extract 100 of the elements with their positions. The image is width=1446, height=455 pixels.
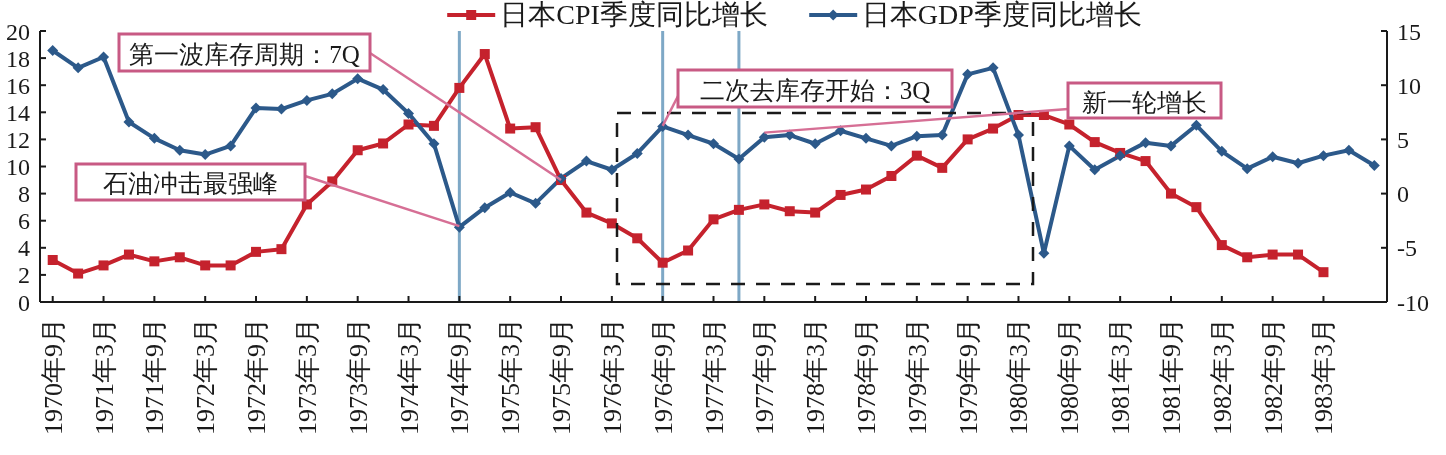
- point: [1114, 150, 1126, 162]
- point: [1267, 249, 1278, 260]
- point: [326, 88, 338, 100]
- point: [1064, 119, 1075, 130]
- point: [1190, 119, 1202, 131]
- x-tick-label: 1972年3月: [190, 318, 220, 435]
- point: [988, 123, 999, 134]
- point: [505, 123, 516, 134]
- point: [200, 260, 211, 271]
- x-tick-label: 1971年9月: [139, 318, 169, 435]
- point: [225, 260, 236, 271]
- x-tick-label: 1976年3月: [597, 318, 627, 435]
- point: [276, 244, 287, 255]
- x-tick-label: 1974年9月: [444, 318, 474, 435]
- point: [886, 170, 897, 181]
- x-tick-label: 1979年3月: [902, 318, 932, 435]
- y-tick-label: 8: [18, 181, 30, 208]
- point: [937, 162, 948, 173]
- y-tick-label: 14: [6, 99, 30, 126]
- annotation: 石油冲击最强峰: [103, 169, 278, 197]
- point: [454, 82, 465, 93]
- point: [403, 119, 414, 130]
- point: [225, 140, 237, 152]
- point: [733, 153, 745, 165]
- x-tick-label: 1977年9月: [749, 318, 779, 435]
- y-tick-label: 2: [18, 262, 30, 289]
- point: [860, 132, 872, 144]
- point: [1216, 145, 1228, 157]
- annotation: 新一轮增长: [1082, 88, 1207, 115]
- point: [428, 120, 439, 131]
- point: [1317, 150, 1329, 162]
- x-tick-label: 1978年9月: [851, 318, 881, 435]
- point: [428, 138, 440, 150]
- point: [1343, 144, 1355, 156]
- point: [98, 260, 109, 271]
- x-tick-label: 1977年3月: [699, 318, 728, 435]
- point: [581, 207, 592, 218]
- point: [1089, 164, 1101, 176]
- point: [1089, 137, 1100, 148]
- point: [809, 138, 821, 150]
- point: [174, 252, 185, 263]
- x-tick-label: 1981年3月: [1105, 318, 1135, 435]
- point: [1241, 163, 1253, 175]
- x-tick-label: 1982年9月: [1258, 318, 1288, 435]
- x-tick-label: 1972年9月: [241, 318, 271, 435]
- x-tick-label: 1980年9月: [1054, 318, 1084, 435]
- x-tick-label: 1976年9月: [648, 318, 678, 435]
- point: [352, 145, 363, 156]
- legend-label: 日本GDP季度同比增长: [861, 0, 1142, 30]
- point: [47, 45, 59, 57]
- y2-tick-label: -5: [1397, 235, 1417, 262]
- point: [73, 268, 84, 279]
- y-tick-label: 10: [6, 154, 30, 181]
- y-tick-label: 0: [18, 289, 30, 316]
- point: [1165, 188, 1176, 199]
- point: [1165, 140, 1177, 152]
- point: [835, 189, 846, 200]
- point: [1267, 151, 1279, 163]
- x-tick-label: 1979年9月: [953, 318, 983, 435]
- y2-tick-label: 10: [1397, 72, 1421, 99]
- point: [962, 134, 973, 145]
- point: [504, 187, 516, 199]
- point: [1318, 267, 1329, 278]
- point: [1293, 249, 1304, 260]
- point: [479, 202, 491, 214]
- point: [72, 62, 84, 74]
- annotation: 二次去库存开始：3Q: [699, 76, 931, 103]
- y2-tick-label: 5: [1397, 126, 1409, 153]
- x-tick-label: 1971年3月: [89, 318, 119, 435]
- point: [47, 255, 58, 265]
- point: [962, 68, 974, 80]
- x-tick-label: 1982年3月: [1207, 318, 1237, 435]
- point: [1063, 140, 1075, 152]
- point: [860, 184, 871, 195]
- point: [301, 94, 313, 106]
- point: [759, 199, 770, 210]
- x-tick-label: 1981年9月: [1156, 318, 1186, 435]
- point: [403, 107, 415, 119]
- y2-tick-label: -10: [1397, 289, 1429, 316]
- point: [657, 257, 668, 268]
- y-tick-label: 18: [6, 45, 30, 72]
- point: [810, 207, 821, 218]
- point: [708, 214, 719, 225]
- y-tick-label: 4: [18, 235, 30, 262]
- point: [1012, 129, 1024, 141]
- point: [149, 256, 160, 267]
- x-tick-label: 1983年3月: [1308, 318, 1338, 435]
- x-tick-label: 1975年3月: [495, 318, 525, 435]
- point: [98, 51, 110, 63]
- point: [148, 132, 160, 144]
- x-tick-label: 1974年3月: [394, 318, 424, 435]
- x-tick-label: 1978年3月: [800, 318, 830, 435]
- point: [1242, 252, 1253, 263]
- point: [580, 155, 592, 167]
- y2-tick-label: 15: [1397, 18, 1421, 45]
- point: [606, 164, 618, 176]
- point: [987, 62, 999, 74]
- point: [251, 246, 262, 257]
- x-tick-label: 1973年3月: [292, 318, 322, 435]
- point: [632, 233, 643, 244]
